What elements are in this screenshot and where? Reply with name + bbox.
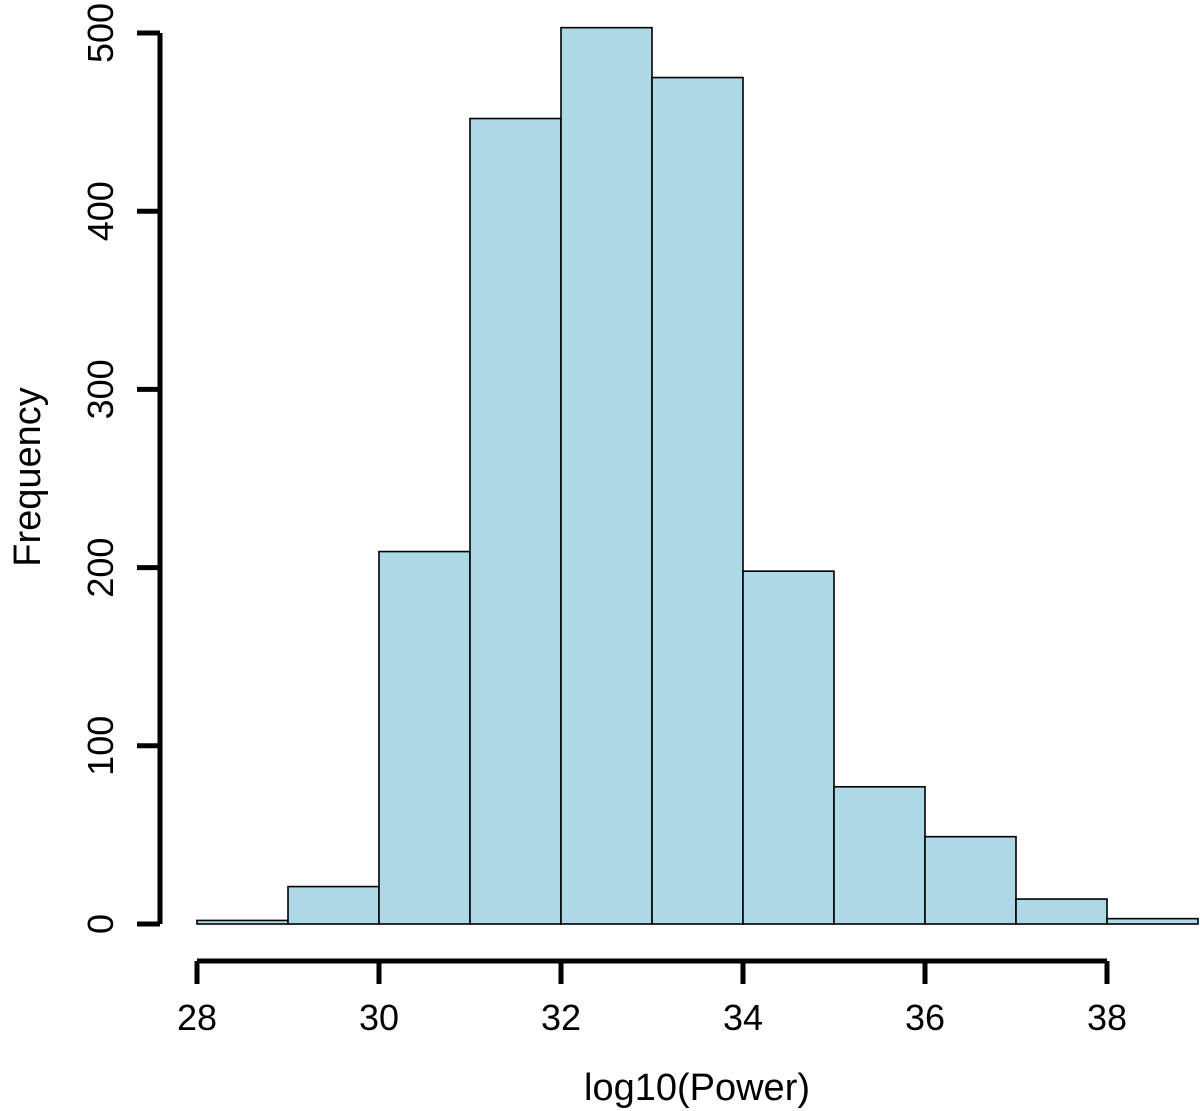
x-tick-label: 30 — [359, 997, 399, 1038]
y-tick-label: 500 — [80, 3, 121, 63]
histogram-bar — [742, 570, 835, 925]
y-tick-label: 100 — [80, 716, 121, 776]
histogram-bar — [924, 835, 1017, 925]
histogram-bar — [833, 785, 926, 925]
histogram-bar — [1015, 898, 1108, 925]
x-tick-label: 34 — [723, 997, 763, 1038]
y-axis-title: Frequency — [7, 387, 49, 567]
x-tick-label: 32 — [541, 997, 581, 1038]
y-tick-label: 0 — [80, 914, 121, 934]
histogram-bars — [196, 26, 1199, 925]
histogram-bar — [651, 76, 744, 925]
x-tick-label: 36 — [905, 997, 945, 1038]
histogram-bar — [196, 919, 289, 925]
histogram-bar — [560, 26, 653, 925]
x-axis: 28 30 32 34 36 38 — [177, 958, 1127, 1038]
x-tick-label: 28 — [177, 997, 217, 1038]
y-tick-label: 400 — [80, 181, 121, 241]
histogram-bar — [469, 117, 562, 925]
histogram-bar — [1106, 917, 1199, 925]
histogram-bar — [378, 550, 471, 925]
y-axis: 0 100 200 300 400 500 — [80, 3, 163, 934]
y-tick-label: 200 — [80, 538, 121, 598]
y-tick-label: 300 — [80, 359, 121, 419]
x-axis-title: log10(Power) — [584, 1067, 810, 1109]
x-tick-label: 38 — [1087, 997, 1127, 1038]
histogram-bar — [287, 885, 380, 925]
